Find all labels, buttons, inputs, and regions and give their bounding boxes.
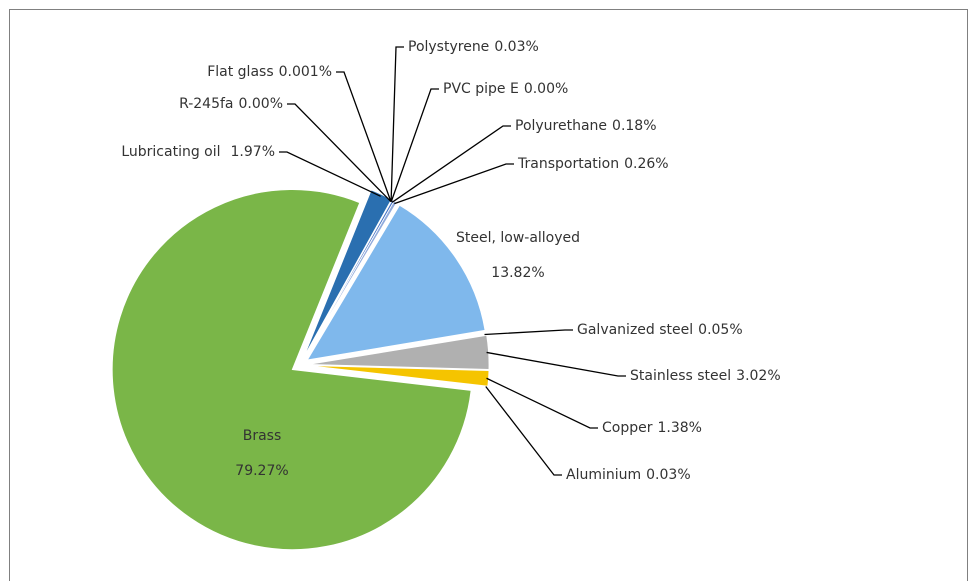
leader-line	[394, 163, 514, 205]
slice-name: Flat glass	[207, 64, 273, 80]
leader-line	[486, 351, 626, 377]
slice-value-label: 0.00%	[524, 81, 568, 97]
leader-line	[484, 329, 573, 336]
slice-name: Transportation	[517, 156, 619, 172]
pie-slice	[111, 189, 472, 550]
slice-value-label: 0.05%	[698, 322, 742, 338]
slice-label: Flat glass 0.001%	[207, 64, 332, 80]
slice-label: Copper 1.38%	[602, 420, 702, 436]
slice-name: Lubricating oil	[121, 144, 220, 160]
slice-label: Transportation 0.26%	[517, 156, 669, 172]
leader-line	[336, 71, 392, 202]
slice-value-label: 0.001%	[279, 64, 332, 80]
slice-label: R-245fa 0.00%	[179, 96, 283, 112]
slice-name: PVC pipe E	[443, 81, 519, 97]
leader-line	[279, 151, 381, 197]
slice-label: Polystyrene 0.03%	[408, 39, 539, 55]
slice-name: Polyurethane	[515, 118, 607, 134]
slice-value-label: 0.03%	[646, 467, 690, 483]
slice-value-label: 1.38%	[657, 420, 701, 436]
slice-label: Lubricating oil 1.97%	[121, 144, 275, 160]
pie-slice	[308, 365, 489, 388]
slice-name: Copper	[602, 420, 653, 436]
slice-value-label: 0.03%	[494, 39, 538, 55]
slice-label: Aluminium 0.03%	[566, 467, 691, 483]
slice-label: Steel, low-alloyed	[456, 230, 580, 246]
slice-name: Galvanized steel	[577, 322, 693, 338]
slice-value-label: 13.82%	[491, 265, 544, 281]
slice-name: Polystyrene	[408, 39, 489, 55]
slice-label: Brass	[243, 428, 282, 444]
slice-name: Stainless steel	[630, 368, 731, 384]
pie-slice	[306, 204, 486, 361]
leader-line	[391, 125, 511, 203]
slice-value-label: 3.02%	[736, 368, 780, 384]
leader-line	[390, 88, 439, 202]
chart-frame	[9, 9, 968, 581]
slice-label: Polyurethane 0.18%	[515, 118, 657, 134]
slice-value-label: 79.27%	[235, 463, 288, 479]
slice-name: R-245fa	[179, 96, 233, 112]
slice-label: PVC pipe E 0.00%	[443, 81, 568, 97]
leader-line	[486, 377, 598, 429]
slice-value-label: 1.97%	[231, 144, 275, 160]
leader-line	[485, 386, 562, 476]
slice-name: Aluminium	[566, 467, 641, 483]
slice-label: Galvanized steel 0.05%	[577, 322, 743, 338]
slice-value-label: 0.00%	[239, 96, 283, 112]
leader-line	[287, 103, 392, 203]
leader-line	[390, 46, 404, 202]
slice-label: Stainless steel 3.02%	[630, 368, 781, 384]
slice-value-label: 0.18%	[612, 118, 656, 134]
pie-slice	[308, 365, 490, 387]
slice-value-label: 0.26%	[624, 156, 668, 172]
